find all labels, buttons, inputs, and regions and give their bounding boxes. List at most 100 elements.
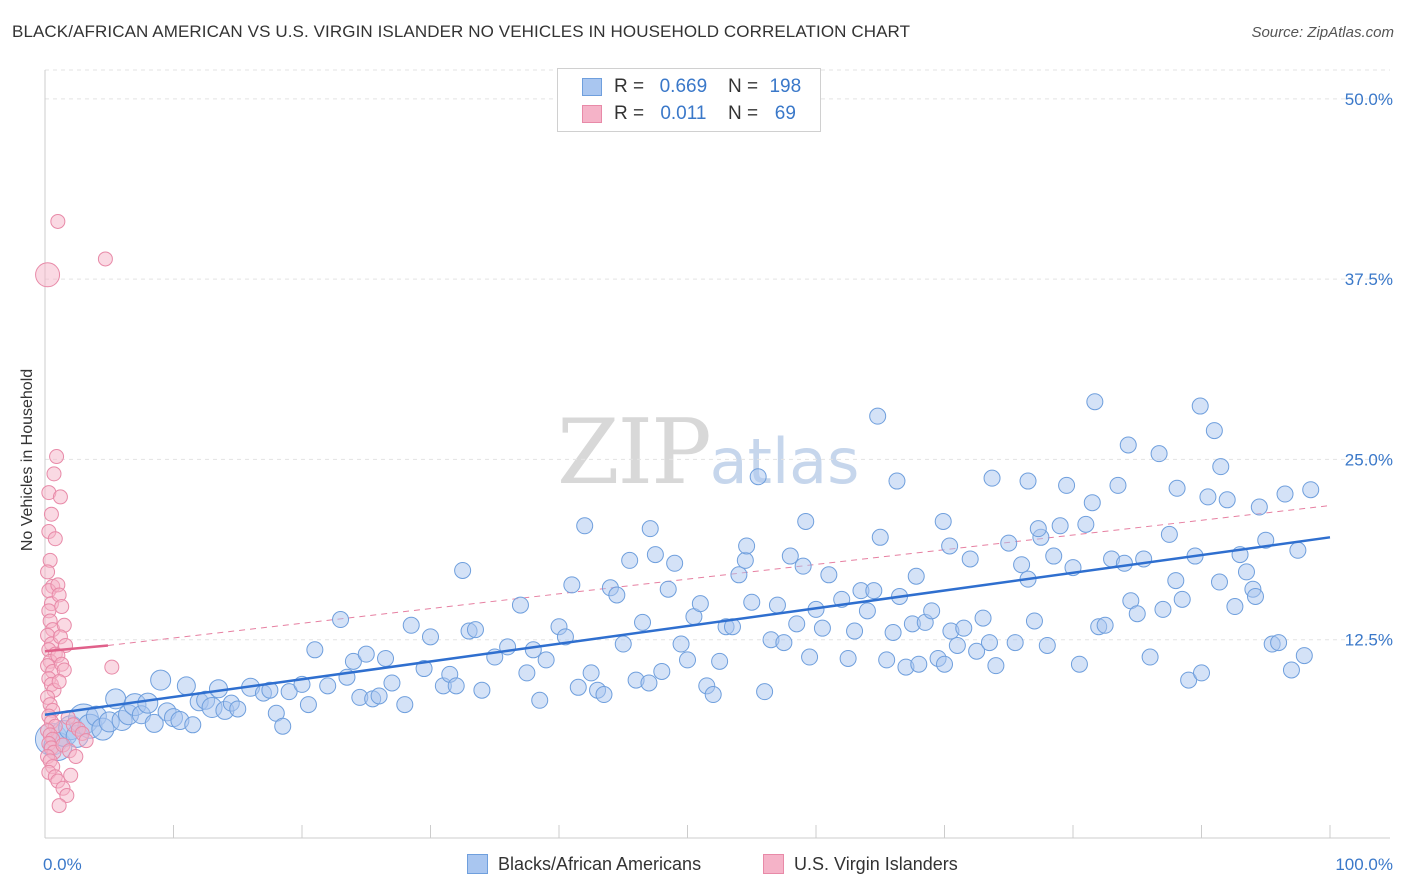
blue-point: [781, 547, 799, 565]
blue-point: [1051, 517, 1069, 535]
legend-r-label: R =: [614, 76, 645, 97]
blue-point: [511, 596, 529, 614]
blue-point: [1226, 598, 1244, 616]
blue-point: [768, 596, 786, 614]
pink-point: [63, 767, 79, 783]
pink-point: [47, 531, 63, 547]
blue-point: [679, 651, 696, 669]
blue-point: [1168, 479, 1186, 497]
correlation-legend: R = 0.669 N = 198 R = 0.011 N = 69: [557, 68, 821, 132]
pink-point: [46, 466, 62, 482]
blue-point: [306, 641, 324, 659]
blue-point: [730, 566, 748, 584]
blue-point: [621, 551, 639, 569]
blue-point: [1173, 590, 1191, 608]
legend-swatch-blue: [582, 78, 602, 96]
blue-point: [280, 683, 298, 701]
blue-point: [888, 472, 906, 490]
blue-point: [910, 655, 928, 673]
blue-point: [1257, 531, 1275, 549]
blue-point: [1237, 563, 1255, 581]
legend-n-value: 198: [769, 76, 802, 97]
legend-r-label: R =: [614, 103, 645, 124]
legend-n-label: N =: [727, 76, 759, 97]
blue-point: [794, 557, 812, 575]
blue-point: [743, 593, 761, 611]
pink-point: [97, 251, 113, 267]
pink-point: [59, 787, 75, 803]
blue-point: [691, 595, 709, 613]
legend-r-value: 0.011: [660, 103, 707, 124]
blue-point: [1205, 422, 1223, 440]
blue-point: [447, 677, 465, 695]
blue-point: [1210, 573, 1228, 591]
blue-point: [1212, 458, 1230, 476]
blue-point: [1083, 494, 1101, 512]
blue-point: [569, 678, 587, 696]
blue-point: [839, 649, 857, 667]
blue-point: [176, 676, 196, 696]
blue-point: [1045, 547, 1063, 565]
blue-point: [871, 528, 889, 546]
blue-point: [672, 635, 690, 653]
blue-point: [563, 576, 581, 594]
blue-point: [1160, 525, 1178, 543]
blue-point: [749, 468, 767, 486]
pink-point: [68, 749, 84, 765]
bottom-legend-swatch-blue: [467, 854, 488, 874]
blue-point: [884, 624, 902, 641]
blue-point: [923, 602, 941, 620]
blue-point: [1150, 445, 1168, 463]
blue-point: [1250, 498, 1268, 516]
y-tick-label: 25.0%: [1345, 450, 1393, 469]
blue-point: [869, 407, 887, 425]
blue-point: [1077, 515, 1095, 533]
pink-point: [104, 659, 120, 675]
blue-point: [1115, 554, 1133, 572]
blue-point: [846, 622, 864, 640]
blue-point: [454, 561, 472, 579]
pink-point: [54, 599, 70, 615]
pink-point: [43, 506, 59, 522]
y-tick-label: 12.5%: [1345, 631, 1393, 650]
blue-point: [422, 628, 439, 646]
blue-point: [383, 674, 401, 692]
blue-point: [299, 696, 317, 714]
blue-point: [377, 649, 395, 667]
blue-point: [736, 551, 754, 569]
blue-point: [907, 567, 925, 585]
blue-point: [948, 636, 966, 654]
blue-point: [1109, 476, 1127, 494]
blue-point: [983, 469, 1001, 487]
blue-point: [415, 660, 433, 678]
blue-point: [738, 537, 756, 555]
blue-point: [466, 621, 484, 639]
pink-point: [52, 489, 68, 505]
blue-point: [332, 611, 350, 629]
pink-point: [35, 262, 61, 288]
blue-point: [641, 520, 659, 538]
chart-source: Source: ZipAtlas.com: [1251, 24, 1394, 41]
blue-point: [878, 651, 896, 669]
bottom-legend-label-blue: Blacks/African Americans: [498, 853, 702, 874]
pink-point: [50, 213, 66, 229]
bottom-legend-swatch-pink: [763, 854, 784, 874]
y-tick-label: 50.0%: [1345, 90, 1393, 109]
blue-point: [319, 677, 337, 695]
blue-point: [1119, 436, 1137, 454]
blue-point: [634, 613, 652, 631]
blue-point: [813, 619, 831, 637]
pink-point: [51, 798, 67, 814]
blue-point: [184, 716, 202, 734]
blue-point: [1276, 485, 1294, 503]
blue-point: [1191, 397, 1209, 415]
bottom-legend-pink: U.S. Virgin Islanders: [763, 852, 958, 876]
x-tick-label: 100.0%: [1335, 855, 1393, 874]
blue-point: [1029, 520, 1047, 538]
blue-point: [1096, 616, 1114, 634]
blue-point: [980, 634, 998, 652]
blue-point: [1282, 661, 1300, 679]
blue-point: [1000, 534, 1018, 552]
blue-point: [1025, 612, 1043, 630]
blue-point: [1154, 600, 1172, 618]
